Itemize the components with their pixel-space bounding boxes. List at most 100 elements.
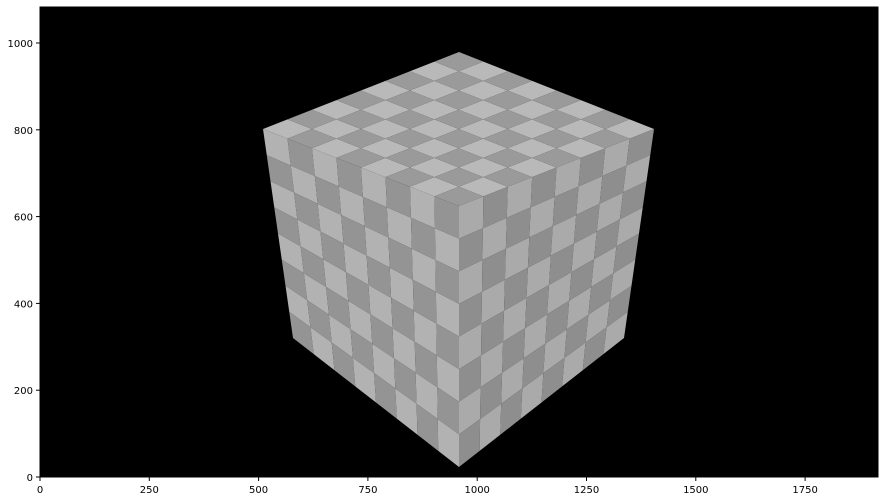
checker-tile [364,226,390,268]
checker-tile [385,71,435,91]
checker-tile [623,155,651,193]
checker-tile [362,196,389,238]
checker-tile [436,355,459,402]
checker-tile [274,207,301,247]
checker-tile [479,403,502,451]
checker-tile [411,248,436,292]
checker-tile [529,196,555,238]
checker-tile [328,314,353,358]
checker-tile [481,310,504,356]
checker-tile [372,343,396,389]
checker-tile [576,176,603,215]
checker-tile [525,285,549,329]
checker-tile [530,167,557,208]
checker-tile [504,237,530,280]
checker-tile [459,196,484,239]
checker-tile [502,328,526,373]
checker-tile [459,260,483,304]
checker-tile [314,176,342,215]
plot-frame [39,6,879,478]
checker-tile [338,186,365,227]
checker-tile [483,90,533,110]
checker-tile [564,314,589,358]
checker-tile [507,157,557,178]
checker-tile [458,61,508,81]
checker-tile [459,228,483,272]
checker-tile [616,207,643,247]
checker-tile [459,291,482,337]
checker-tile [361,157,410,178]
checker-tile [578,148,606,187]
checker-tile [507,119,557,139]
x-tick-label: 250 [140,485,159,496]
checker-tile [311,119,361,139]
checker-tile [594,219,620,260]
checker-tile [409,138,459,158]
checker-tile [549,243,574,285]
checker-tile [361,167,387,208]
checker-tile [507,138,557,158]
cube [263,52,654,467]
checker-tile [336,157,363,197]
checker-tile [350,329,375,374]
checker-tile [480,341,504,388]
checker-tile [506,177,533,218]
checker-tile [336,90,386,110]
checker-tile [596,192,624,232]
checker-tile [416,403,439,451]
checker-tile [391,297,415,342]
checker-tile [341,215,367,256]
checker-tile [505,207,531,249]
checker-tile [458,138,508,158]
checker-tile [554,157,581,197]
checker-tile [290,165,318,204]
checker-tile [289,311,314,355]
x-tick-label: 1000 [464,485,489,496]
checker-tile [385,148,435,168]
checker-tile [385,167,435,187]
checker-tile [543,329,567,374]
checker-tile [599,165,627,204]
checker-tile [552,186,579,227]
checker-tile [303,273,329,315]
checker-tile [566,287,592,330]
checker-tile [360,100,410,120]
checker-tile [532,90,581,110]
checker-tile [550,215,577,256]
checker-tile [392,328,416,373]
checker-tile [501,358,524,404]
checker-tile [458,157,508,178]
checker-tile [413,310,437,356]
cube-left-face [263,129,459,467]
checker-tile [317,203,344,244]
checker-tile [374,373,397,419]
checker-tile [410,177,459,197]
checker-tile [409,119,459,139]
checker-tile [263,129,291,166]
checker-tile [312,148,339,187]
checker-tile [458,177,508,197]
checker-tile [434,52,484,72]
checker-tile [483,167,533,187]
checker-tile [458,100,508,120]
checker-tile [434,186,484,206]
checker-tile [300,246,327,287]
checker-tile [326,287,351,330]
checker-tile [410,61,459,81]
checker-tile [606,285,632,328]
checker-tile [503,297,527,342]
checker-tile [434,148,484,168]
checker-tile [459,355,482,402]
checker-tile [410,186,435,229]
checker-tile [409,100,459,120]
checker-tile [435,260,459,304]
checker-tile [312,138,361,158]
checker-tile [434,196,459,239]
checker-tile [602,138,630,176]
checker-tile [480,372,503,420]
checker-tile [294,192,321,232]
checker-tile [569,259,594,301]
checker-tile [312,100,361,120]
checker-tile [613,233,639,274]
